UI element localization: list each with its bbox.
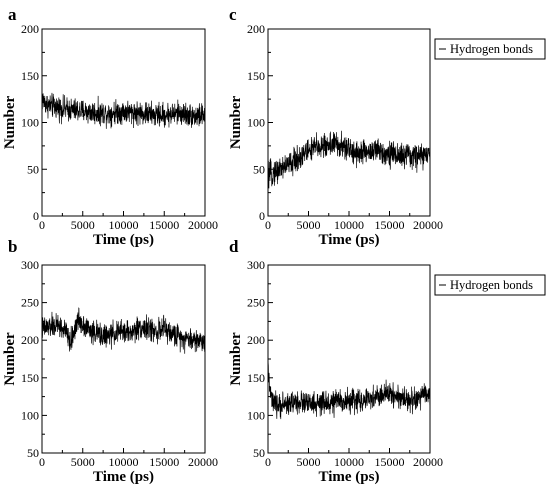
x-tick-label-d: 15000 — [375, 455, 405, 469]
plot-frame-d — [267, 264, 431, 454]
y-tick-label-d: 50 — [253, 446, 265, 460]
y-tick-label-b: 150 — [21, 371, 39, 385]
y-tick-label-b: 50 — [27, 446, 39, 460]
y-tick-label-c: 50 — [253, 162, 265, 176]
x-tick-label-a: 5000 — [71, 218, 95, 232]
panel-letter-a: a — [8, 5, 17, 24]
x-tick-label-a: 20000 — [188, 218, 218, 232]
x-tick-label-d: 5000 — [297, 455, 321, 469]
panel-letter-d: d — [229, 237, 239, 256]
x-tick-label-c: 10000 — [334, 218, 364, 232]
panel-c: c 0 5000 10000 15000 20000 0 50 100 150 200 Time (p… — [228, 5, 546, 248]
y-tick-label-c: 0 — [259, 209, 265, 223]
y-tick-label-b: 100 — [21, 408, 39, 422]
x-tick-label-a: 15000 — [149, 218, 179, 232]
y-tick-label-d: 300 — [247, 258, 265, 272]
y-tick-label-b: 250 — [21, 296, 39, 310]
y-tick-label-b: 200 — [21, 333, 39, 347]
series-line-d — [267, 352, 431, 420]
series-line-c — [267, 130, 431, 189]
y-tick-label-a: 100 — [21, 116, 39, 130]
y-axis-title-a: Number — [2, 95, 18, 149]
x-tick-label-c: 15000 — [375, 218, 405, 232]
y-axis-title-c: Number — [228, 95, 244, 149]
y-axis-title-b: Number — [2, 332, 18, 386]
legend-d: Hydrogen bonds — [434, 274, 546, 296]
x-tick-label-b: 10000 — [109, 455, 139, 469]
legend-label-d: Hydrogen bonds — [450, 278, 533, 292]
x-tick-label-b: 5000 — [71, 455, 95, 469]
x-axis-title-b: Time (ps) — [93, 469, 154, 485]
x-tick-label-c: 5000 — [297, 218, 321, 232]
x-tick-label-a: 0 — [39, 218, 45, 232]
y-tick-label-c: 100 — [247, 116, 265, 130]
y-tick-label-c: 200 — [247, 22, 265, 36]
panel-letter-b: b — [8, 237, 17, 256]
y-tick-label-b: 300 — [21, 258, 39, 272]
x-tick-label-c: 20000 — [413, 218, 443, 232]
y-tick-label-a: 200 — [21, 22, 39, 36]
panel-letter-c: c — [229, 5, 237, 24]
y-tick-label-d: 250 — [247, 296, 265, 310]
plot-frame-a — [41, 28, 206, 217]
plot-frame-b — [41, 264, 206, 454]
series-line-a — [41, 92, 206, 129]
legend-c: Hydrogen bonds — [434, 38, 546, 60]
x-tick-label-d: 20000 — [413, 455, 443, 469]
x-tick-label-b: 15000 — [149, 455, 179, 469]
y-axis-title-d: Number — [228, 332, 244, 386]
y-tick-label-d: 100 — [247, 408, 265, 422]
y-tick-label-a: 50 — [27, 162, 39, 176]
x-tick-label-d: 0 — [265, 455, 271, 469]
y-tick-label-a: 0 — [33, 209, 39, 223]
y-tick-label-a: 150 — [21, 69, 39, 83]
x-tick-label-b: 20000 — [188, 455, 218, 469]
x-tick-label-a: 10000 — [109, 218, 139, 232]
y-tick-label-d: 150 — [247, 371, 265, 385]
y-tick-label-d: 200 — [247, 333, 265, 347]
plot-frame-c — [267, 28, 431, 217]
x-tick-label-b: 0 — [39, 455, 45, 469]
x-axis-title-a: Time (ps) — [93, 232, 154, 248]
y-tick-label-c: 150 — [247, 69, 265, 83]
panel-d: d 0 5000 10000 15000 20000 50 100 150 200 250 300 Ti… — [228, 237, 546, 485]
series-line-b — [41, 307, 206, 354]
x-tick-label-c: 0 — [265, 218, 271, 232]
x-tick-label-d: 10000 — [334, 455, 364, 469]
panel-a: a 0 5000 10000 15000 20000 0 50 100 150 200 Time (p… — [2, 5, 218, 248]
panel-b: b 0 5000 10000 15000 20000 50 100 150 200 250 300 Ti… — [2, 237, 218, 485]
x-axis-title-d: Time (ps) — [319, 469, 380, 485]
legend-label-c: Hydrogen bonds — [450, 42, 533, 56]
x-axis-title-c: Time (ps) — [319, 232, 380, 248]
